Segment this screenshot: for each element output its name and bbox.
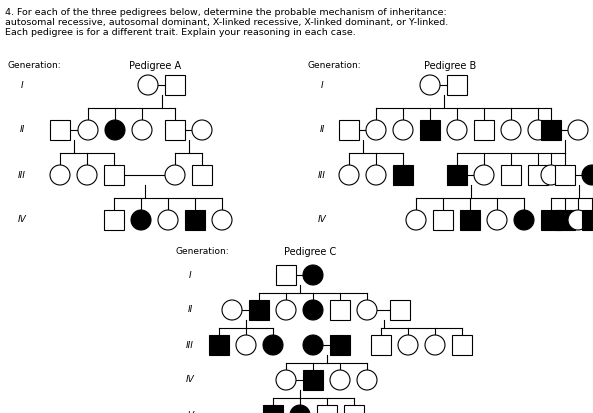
FancyBboxPatch shape xyxy=(555,165,575,185)
FancyBboxPatch shape xyxy=(555,210,575,230)
FancyBboxPatch shape xyxy=(303,370,323,390)
Circle shape xyxy=(50,165,70,185)
FancyBboxPatch shape xyxy=(192,165,212,185)
Circle shape xyxy=(582,165,593,185)
Circle shape xyxy=(330,370,350,390)
FancyBboxPatch shape xyxy=(165,75,185,95)
Text: IV: IV xyxy=(318,216,326,225)
Circle shape xyxy=(276,300,296,320)
Text: Pedigree C: Pedigree C xyxy=(284,247,336,257)
Text: Each pedigree is for a different trait. Explain your reasoning in each case.: Each pedigree is for a different trait. … xyxy=(5,28,356,37)
Circle shape xyxy=(406,210,426,230)
Circle shape xyxy=(541,165,561,185)
Circle shape xyxy=(447,120,467,140)
FancyBboxPatch shape xyxy=(50,120,70,140)
FancyBboxPatch shape xyxy=(104,165,124,185)
FancyBboxPatch shape xyxy=(541,210,561,230)
FancyBboxPatch shape xyxy=(209,335,229,355)
Circle shape xyxy=(78,120,98,140)
FancyBboxPatch shape xyxy=(165,120,185,140)
Text: III: III xyxy=(18,171,26,180)
Text: IV: IV xyxy=(186,375,195,385)
FancyBboxPatch shape xyxy=(528,165,548,185)
Text: 4. For each of the three pedigrees below, determine the probable mechanism of in: 4. For each of the three pedigrees below… xyxy=(5,8,447,17)
Circle shape xyxy=(236,335,256,355)
Circle shape xyxy=(398,335,418,355)
Circle shape xyxy=(487,210,507,230)
Circle shape xyxy=(165,165,185,185)
Text: II: II xyxy=(320,126,324,135)
Text: Generation:: Generation: xyxy=(8,62,62,71)
Text: IV: IV xyxy=(18,216,26,225)
Text: Generation:: Generation: xyxy=(175,247,229,256)
Circle shape xyxy=(290,405,310,413)
Text: I: I xyxy=(21,81,23,90)
FancyBboxPatch shape xyxy=(371,335,391,355)
Text: Pedigree A: Pedigree A xyxy=(129,61,181,71)
Circle shape xyxy=(138,75,158,95)
Text: I: I xyxy=(321,81,323,90)
FancyBboxPatch shape xyxy=(249,300,269,320)
Text: II: II xyxy=(20,126,25,135)
Text: I: I xyxy=(189,271,192,280)
Circle shape xyxy=(303,265,323,285)
Circle shape xyxy=(393,120,413,140)
Circle shape xyxy=(303,335,323,355)
FancyBboxPatch shape xyxy=(317,405,337,413)
FancyBboxPatch shape xyxy=(474,120,494,140)
Circle shape xyxy=(132,120,152,140)
FancyBboxPatch shape xyxy=(460,210,480,230)
Circle shape xyxy=(303,300,323,320)
Text: V: V xyxy=(187,411,193,413)
FancyBboxPatch shape xyxy=(390,300,410,320)
FancyBboxPatch shape xyxy=(420,120,440,140)
FancyBboxPatch shape xyxy=(582,210,593,230)
Circle shape xyxy=(212,210,232,230)
FancyBboxPatch shape xyxy=(344,405,364,413)
Circle shape xyxy=(192,120,212,140)
Circle shape xyxy=(276,370,296,390)
Circle shape xyxy=(357,300,377,320)
FancyBboxPatch shape xyxy=(433,210,453,230)
Circle shape xyxy=(339,165,359,185)
Text: Generation:: Generation: xyxy=(308,62,362,71)
Text: III: III xyxy=(318,171,326,180)
Circle shape xyxy=(263,335,283,355)
Text: autosomal recessive, autosomal dominant, X-linked recessive, X-linked dominant, : autosomal recessive, autosomal dominant,… xyxy=(5,18,448,27)
Circle shape xyxy=(366,165,386,185)
Circle shape xyxy=(222,300,242,320)
Circle shape xyxy=(77,165,97,185)
Circle shape xyxy=(474,165,494,185)
Circle shape xyxy=(568,210,588,230)
FancyBboxPatch shape xyxy=(501,165,521,185)
FancyBboxPatch shape xyxy=(541,120,561,140)
FancyBboxPatch shape xyxy=(447,75,467,95)
Circle shape xyxy=(366,120,386,140)
Circle shape xyxy=(158,210,178,230)
FancyBboxPatch shape xyxy=(276,265,296,285)
Circle shape xyxy=(425,335,445,355)
FancyBboxPatch shape xyxy=(452,335,472,355)
Text: Pedigree B: Pedigree B xyxy=(424,61,476,71)
Circle shape xyxy=(131,210,151,230)
FancyBboxPatch shape xyxy=(393,165,413,185)
Circle shape xyxy=(568,120,588,140)
Text: III: III xyxy=(186,340,194,349)
Text: II: II xyxy=(187,306,193,315)
FancyBboxPatch shape xyxy=(330,300,350,320)
FancyBboxPatch shape xyxy=(339,120,359,140)
FancyBboxPatch shape xyxy=(330,335,350,355)
FancyBboxPatch shape xyxy=(447,165,467,185)
Circle shape xyxy=(420,75,440,95)
FancyBboxPatch shape xyxy=(104,210,124,230)
Circle shape xyxy=(357,370,377,390)
Circle shape xyxy=(514,210,534,230)
Circle shape xyxy=(528,120,548,140)
Circle shape xyxy=(105,120,125,140)
FancyBboxPatch shape xyxy=(185,210,205,230)
FancyBboxPatch shape xyxy=(263,405,283,413)
Circle shape xyxy=(501,120,521,140)
